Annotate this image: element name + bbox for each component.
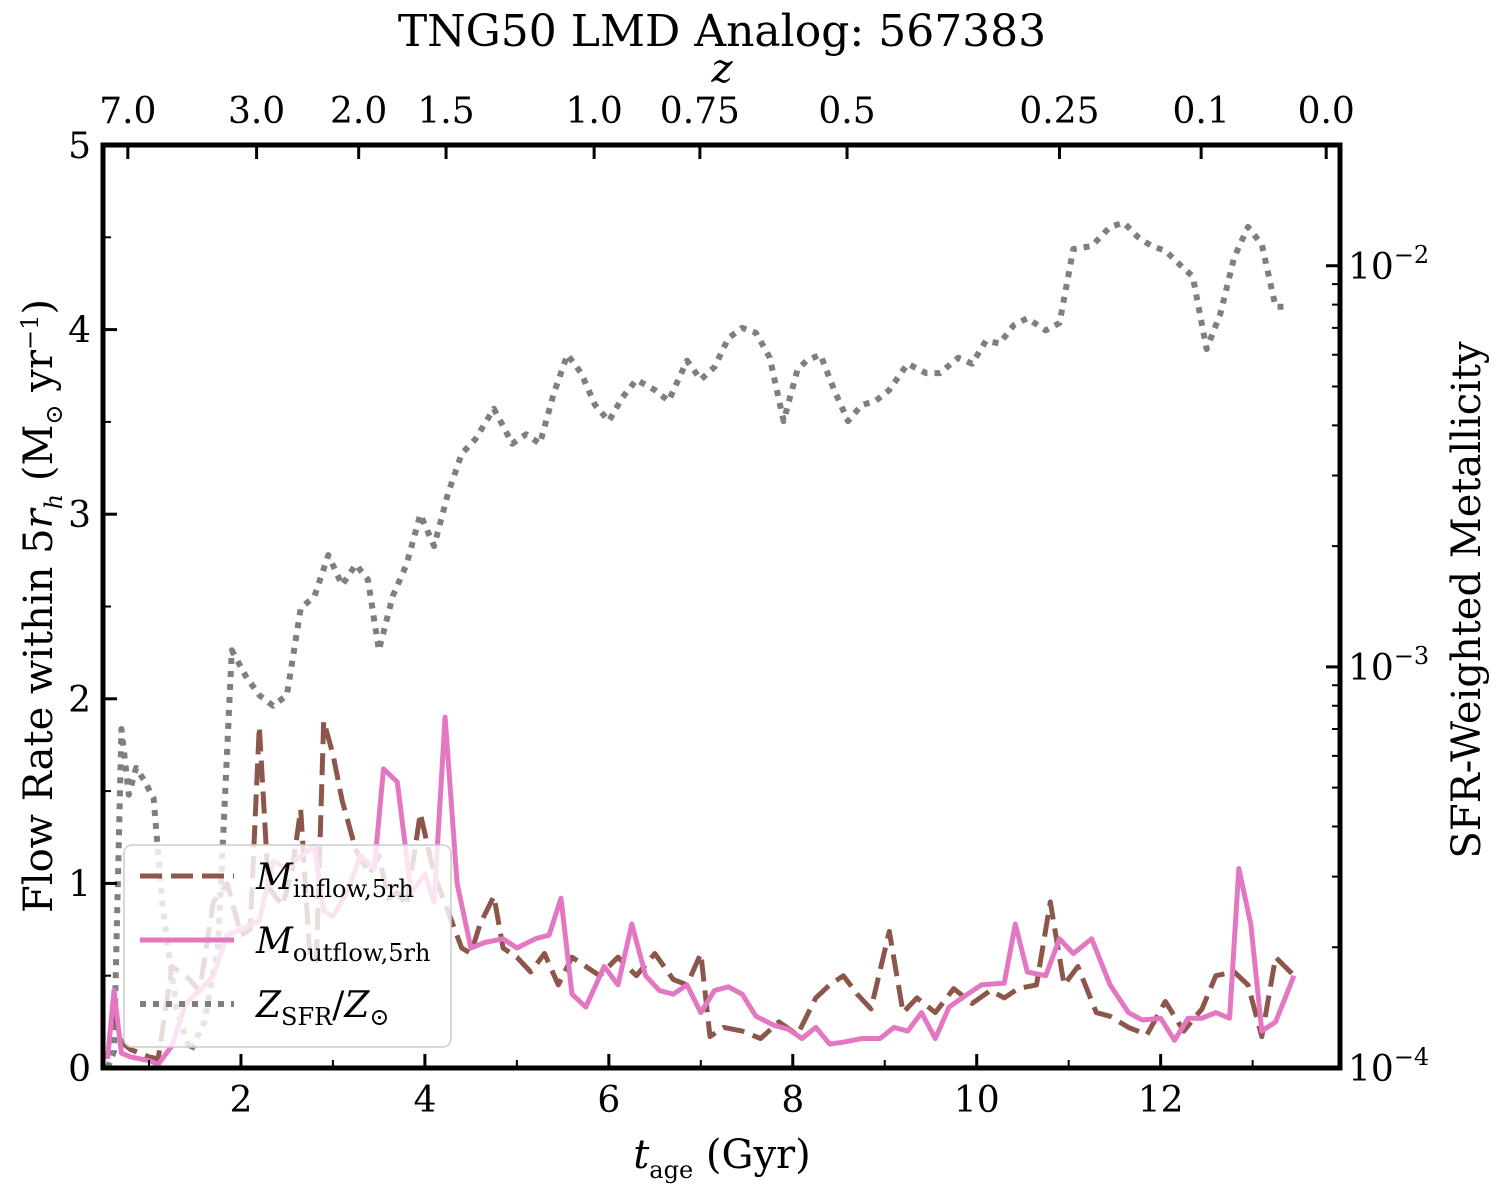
top-tick-label: 0.75 — [660, 91, 740, 132]
top-tick-label: 3.0 — [228, 91, 285, 132]
legend-met-main2: Z — [343, 985, 370, 1026]
legend-outflow-sub: outflow,5rh — [293, 939, 431, 967]
top-tick-label: 1.0 — [565, 91, 622, 132]
y-tick-label: 0 — [68, 1049, 91, 1090]
legend-met-sub: SFR — [281, 1003, 333, 1031]
x-axis-label-unit: (Gyr) — [693, 1132, 811, 1178]
top-tick-label: 0.0 — [1298, 91, 1355, 132]
y2-tick-base: 10 — [1348, 247, 1394, 288]
y2-tick-label: 10−4 — [1348, 1043, 1429, 1090]
top-tick-label: 0.25 — [1019, 91, 1099, 132]
x-tick-label: 10 — [954, 1080, 1000, 1121]
y-tick-label: 3 — [68, 495, 91, 536]
x-tick-label: 12 — [1138, 1080, 1184, 1121]
y2-tick-base: 10 — [1348, 648, 1394, 689]
y2-tick-exp: −4 — [1394, 1043, 1429, 1071]
legend: Minflow,5rh Moutflow,5rh ZSFR/Z⊙ — [123, 844, 452, 1048]
legend-label-outflow: Moutflow,5rh — [255, 921, 430, 967]
y-tick-label: 1 — [68, 864, 91, 905]
y2-tick-exp: −3 — [1394, 642, 1429, 670]
y-axis-label-sub: h — [40, 494, 68, 509]
top-tick-label: 1.5 — [417, 91, 474, 132]
chart-title: TNG50 LMD Analog: 567383 — [398, 6, 1046, 57]
legend-met-sub2: ⊙ — [369, 1003, 389, 1031]
x-axis-label-sub: age — [649, 1156, 693, 1184]
y2-tick-label: 10−3 — [1348, 642, 1429, 689]
x-tick-label: 6 — [597, 1080, 620, 1121]
y-axis-label-sup: −1 — [16, 315, 44, 350]
x-axis-label-var: t — [633, 1132, 650, 1178]
axes: 2 4 6 8 10 127.0 3.0 2.0 1.5 1.0 0.75 0.5 0.25 0.1 0.0… — [68, 91, 1429, 1121]
top-tick-label: 7.0 — [99, 91, 156, 132]
x-tick-label: 2 — [230, 1080, 253, 1121]
top-tick-label: 0.5 — [818, 91, 875, 132]
legend-outflow-main: M — [255, 921, 294, 962]
y-axis-label-main: Flow Rate within 5 — [16, 528, 62, 913]
x-tick-label: 8 — [781, 1080, 804, 1121]
y2-tick-label: 10−2 — [1348, 241, 1429, 288]
top-tick-label: 0.1 — [1172, 91, 1229, 132]
y-axis-label-unit-mid: yr — [16, 349, 62, 404]
y2-tick-base: 10 — [1348, 1049, 1394, 1090]
series-line-metallicity — [104, 219, 1290, 1070]
y-axis-label-sun: ⊙ — [40, 404, 68, 424]
y-tick-label: 4 — [68, 311, 91, 352]
legend-inflow-sub: inflow,5rh — [293, 875, 414, 903]
legend-label-metallicity: ZSFR/Z⊙ — [255, 985, 389, 1031]
y-axis-label-unit-close: ) — [16, 299, 62, 315]
y-tick-label: 5 — [68, 126, 91, 167]
x-axis-label: tage (Gyr) — [633, 1132, 811, 1184]
x-tick-label: 4 — [413, 1080, 436, 1121]
top-tick-label: 2.0 — [330, 91, 387, 132]
y-axis-label-var: r — [16, 506, 62, 528]
y2-axis-label: SFR-Weighted Metallicity — [1444, 341, 1490, 859]
legend-box — [123, 844, 452, 1048]
y2-tick-exp: −2 — [1394, 241, 1429, 269]
y-axis-label: Flow Rate within 5rh (M⊙ yr−1) — [16, 299, 68, 913]
top-axis-label: z — [710, 46, 733, 92]
legend-inflow-main: M — [255, 857, 294, 898]
legend-label-inflow: Minflow,5rh — [255, 857, 414, 903]
legend-met-mid: / — [332, 985, 345, 1026]
y-axis-label-unit-open: (M — [16, 425, 62, 494]
y-tick-label: 2 — [68, 680, 91, 721]
legend-met-main: Z — [255, 985, 282, 1026]
